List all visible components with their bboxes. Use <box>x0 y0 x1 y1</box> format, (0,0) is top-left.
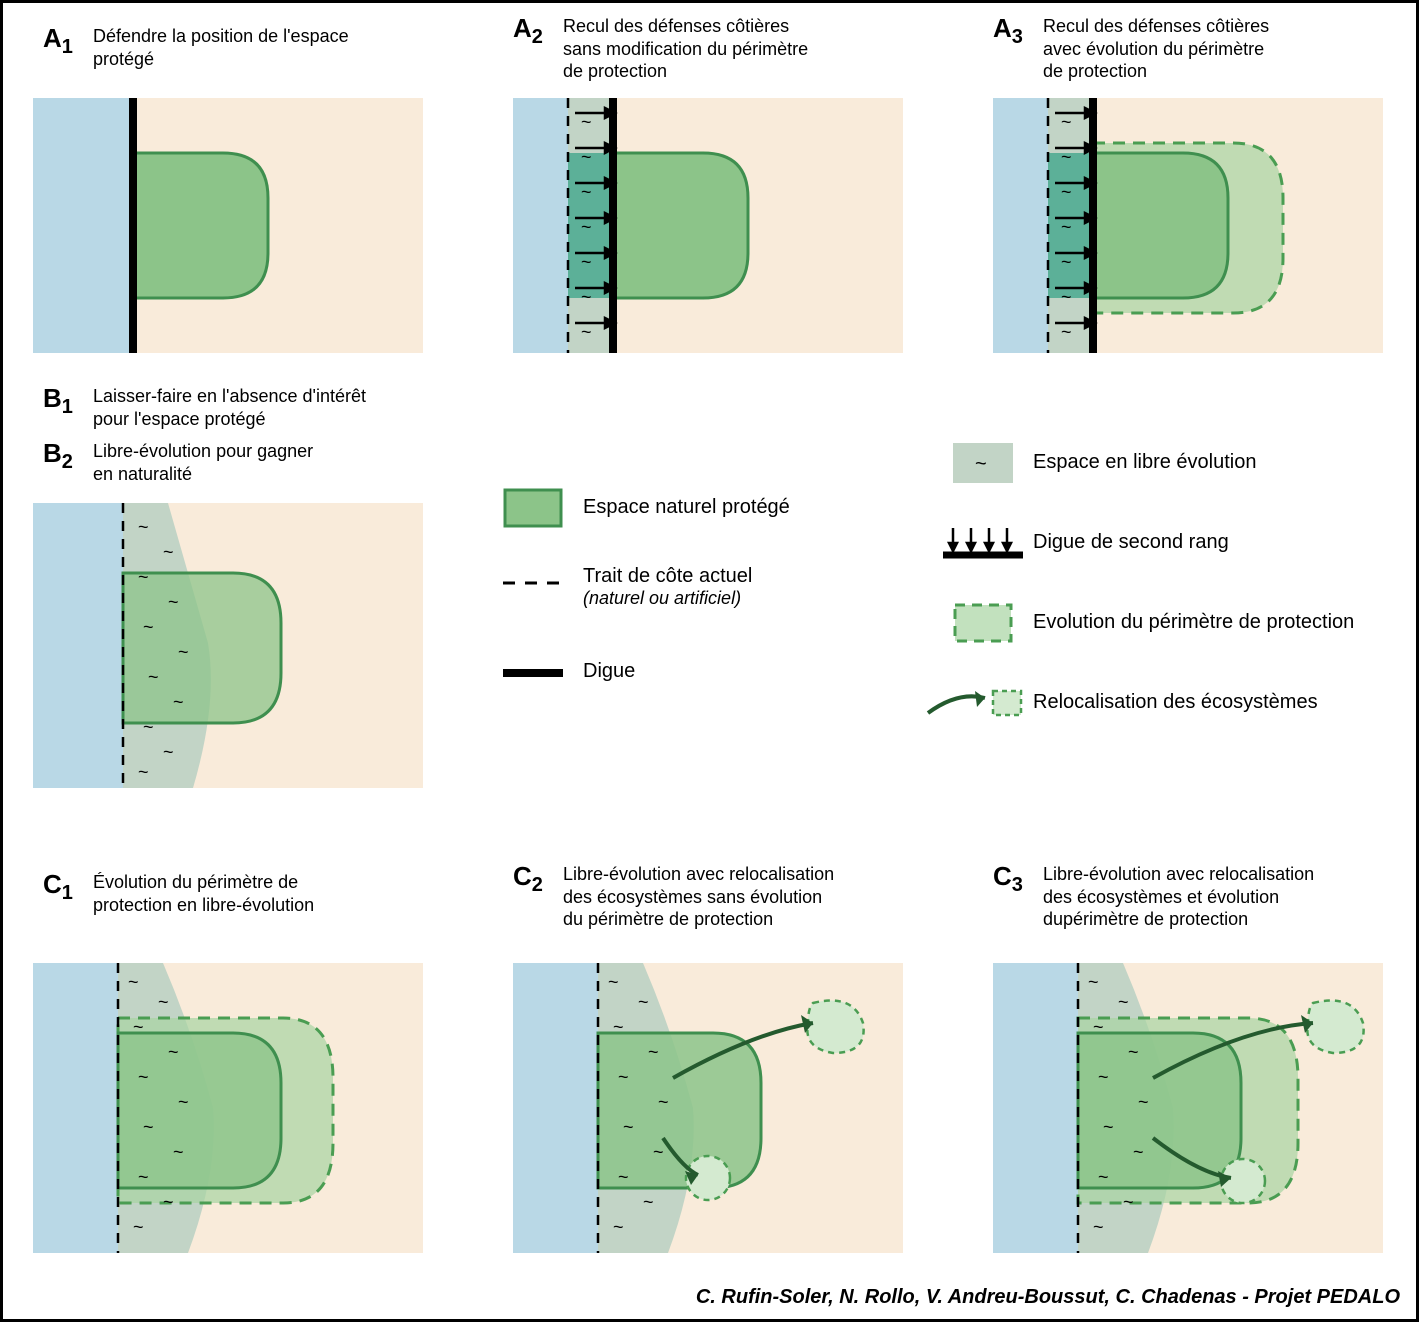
svg-text:~: ~ <box>173 1142 184 1162</box>
svg-text:~: ~ <box>163 742 174 762</box>
label-a3: A3 <box>993 13 1023 49</box>
svg-text:~: ~ <box>133 1217 144 1237</box>
svg-text:~: ~ <box>1061 217 1072 237</box>
svg-text:~: ~ <box>581 112 592 132</box>
svg-text:~: ~ <box>1061 287 1072 307</box>
svg-text:~: ~ <box>138 1067 149 1087</box>
svg-text:~: ~ <box>148 667 159 687</box>
svg-text:~: ~ <box>1093 1217 1104 1237</box>
desc-c1: Évolution du périmètre deprotection en l… <box>93 871 314 916</box>
desc-c3: Libre-évolution avec relocalisationdes é… <box>1043 863 1314 931</box>
legend-protected-swatch <box>503 488 563 528</box>
svg-text:~: ~ <box>613 1217 624 1237</box>
label-c1: C1 <box>43 869 73 905</box>
svg-text:~: ~ <box>581 252 592 272</box>
desc-b1: Laisser-faire en l'absence d'intérêtpour… <box>93 385 366 430</box>
svg-text:~: ~ <box>143 717 154 737</box>
label-c3: C3 <box>993 861 1023 897</box>
svg-text:~: ~ <box>1138 1092 1149 1112</box>
svg-text:~: ~ <box>581 322 592 342</box>
legend-coastline: Trait de côte actuel (naturel ou artific… <box>583 565 752 609</box>
legend-perimeter-swatch <box>953 603 1013 643</box>
svg-text:~: ~ <box>618 1067 629 1087</box>
svg-text:~: ~ <box>1088 972 1099 992</box>
svg-text:~: ~ <box>158 992 169 1012</box>
svg-text:~: ~ <box>128 972 139 992</box>
svg-text:~: ~ <box>1103 1117 1114 1137</box>
svg-text:~: ~ <box>143 617 154 637</box>
svg-text:~: ~ <box>163 542 174 562</box>
label-a2: A2 <box>513 13 543 49</box>
svg-text:~: ~ <box>168 592 179 612</box>
svg-text:~: ~ <box>1098 1067 1109 1087</box>
panel-c2: ~ ~ ~ ~ ~ ~ ~ ~ ~ ~ ~ <box>513 963 903 1253</box>
desc-a3: Recul des défenses côtièresavec évolutio… <box>1043 15 1269 83</box>
desc-a2: Recul des défenses côtièressans modifica… <box>563 15 808 83</box>
legend-perimeter: Evolution du périmètre de protection <box>1033 611 1354 634</box>
svg-text:~: ~ <box>643 1192 654 1212</box>
legend-relocation: Relocalisation des écosystèmes <box>1033 691 1318 714</box>
svg-text:~: ~ <box>168 1042 179 1062</box>
svg-text:~: ~ <box>653 1142 664 1162</box>
svg-text:~: ~ <box>178 642 189 662</box>
svg-text:~: ~ <box>581 217 592 237</box>
label-a1: A1 <box>43 23 73 59</box>
panel-a1 <box>33 98 423 353</box>
panel-a3: ~ ~ ~ ~ ~ ~ ~ <box>993 98 1383 353</box>
credit-line: C. Rufin-Soler, N. Rollo, V. Andreu-Bous… <box>696 1286 1400 1309</box>
svg-text:~: ~ <box>1061 147 1072 167</box>
legend-coastline-swatch <box>503 568 563 598</box>
legend-dike: Digue <box>583 660 635 683</box>
svg-text:~: ~ <box>163 1192 174 1212</box>
svg-text:~: ~ <box>138 567 149 587</box>
svg-text:~: ~ <box>1133 1142 1144 1162</box>
svg-text:~: ~ <box>133 1017 144 1037</box>
svg-text:~: ~ <box>581 147 592 167</box>
svg-text:~: ~ <box>1061 322 1072 342</box>
svg-text:~: ~ <box>173 692 184 712</box>
svg-text:~: ~ <box>1093 1017 1104 1037</box>
svg-text:~: ~ <box>1123 1192 1134 1212</box>
svg-text:~: ~ <box>581 182 592 202</box>
legend-protected: Espace naturel protégé <box>583 496 790 519</box>
panel-c1: ~ ~ ~ ~ ~ ~ ~ ~ ~ ~ ~ <box>33 963 423 1253</box>
legend-dike-swatch <box>503 663 563 683</box>
svg-text:~: ~ <box>1061 112 1072 132</box>
desc-c2: Libre-évolution avec relocalisationdes é… <box>563 863 834 931</box>
label-b2: B2 <box>43 438 73 474</box>
svg-text:~: ~ <box>581 287 592 307</box>
svg-text:~: ~ <box>1061 252 1072 272</box>
figure-frame: A1 Défendre la position de l'espaceproté… <box>0 0 1419 1322</box>
svg-text:~: ~ <box>658 1092 669 1112</box>
legend-second-dike: Digue de second rang <box>1033 531 1229 554</box>
legend-free-evolution-swatch: ~ <box>953 443 1013 483</box>
svg-text:~: ~ <box>1118 992 1129 1012</box>
panel-a2: ~ ~ ~ ~ ~ ~ ~ <box>513 98 903 353</box>
svg-text:~: ~ <box>648 1042 659 1062</box>
svg-text:~: ~ <box>138 762 149 782</box>
svg-text:~: ~ <box>178 1092 189 1112</box>
label-b1: B1 <box>43 383 73 419</box>
svg-text:~: ~ <box>638 992 649 1012</box>
svg-text:~: ~ <box>608 972 619 992</box>
desc-b2: Libre-évolution pour gagneren naturalité <box>93 440 313 485</box>
legend-second-dike-swatch <box>943 523 1023 563</box>
svg-text:~: ~ <box>613 1017 624 1037</box>
svg-text:~: ~ <box>975 453 987 475</box>
legend-free-evolution: Espace en libre évolution <box>1033 451 1256 474</box>
svg-text:~: ~ <box>138 1167 149 1187</box>
svg-text:~: ~ <box>143 1117 154 1137</box>
label-c2: C2 <box>513 861 543 897</box>
desc-a1: Défendre la position de l'espaceprotégé <box>93 25 349 70</box>
svg-text:~: ~ <box>138 517 149 537</box>
svg-text:~: ~ <box>618 1167 629 1187</box>
legend-relocation-swatch <box>923 683 1023 723</box>
svg-text:~: ~ <box>1128 1042 1139 1062</box>
panel-c3: ~ ~ ~ ~ ~ ~ ~ ~ ~ ~ ~ <box>993 963 1383 1253</box>
svg-text:~: ~ <box>1098 1167 1109 1187</box>
svg-text:~: ~ <box>623 1117 634 1137</box>
svg-text:~: ~ <box>1061 182 1072 202</box>
panel-b: ~ ~ ~ ~ ~ ~ ~ ~ ~ ~ ~ <box>33 503 423 788</box>
